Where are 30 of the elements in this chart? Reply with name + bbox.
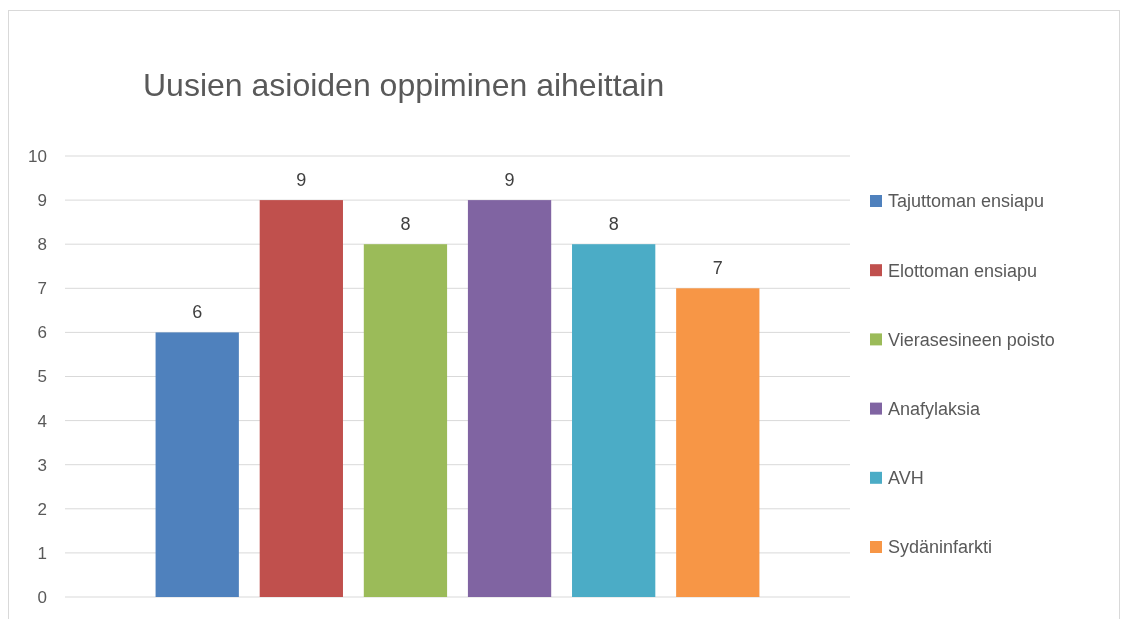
bar — [467, 200, 552, 597]
y-tick-label: 7 — [37, 279, 47, 299]
y-tick-label: 10 — [28, 146, 47, 166]
chart-title: Uusien asioiden oppiminen aiheittain — [143, 67, 665, 103]
data-label: 8 — [608, 214, 619, 235]
legend-label: Vierasesineen poisto — [888, 329, 1055, 350]
legend-label: Anafylaksia — [888, 398, 982, 419]
data-label: 9 — [504, 170, 515, 191]
y-tick-label: 1 — [37, 543, 47, 563]
y-tick-label: 8 — [37, 235, 47, 255]
y-tick-label: 6 — [37, 323, 47, 343]
bar — [676, 288, 760, 597]
data-label: 6 — [192, 302, 203, 323]
data-label: 9 — [296, 170, 307, 191]
bar — [363, 244, 448, 597]
y-tick-label: 0 — [37, 587, 47, 607]
bar — [259, 200, 343, 597]
y-tick-label: 4 — [37, 411, 47, 431]
data-label: 7 — [712, 258, 723, 279]
bar — [155, 332, 239, 597]
data-label: 8 — [400, 214, 411, 235]
legend-label: Elottoman ensiapu — [888, 260, 1038, 281]
legend-label: Tajuttoman ensiapu — [888, 191, 1045, 212]
legend-label: AVH — [888, 468, 924, 489]
y-tick-label: 3 — [37, 455, 47, 475]
bar — [572, 244, 656, 597]
y-tick-label: 9 — [37, 191, 47, 211]
y-tick-label: 5 — [37, 367, 47, 387]
y-tick-label: 2 — [37, 499, 47, 519]
legend-label: Sydäninfarkti — [888, 537, 993, 558]
